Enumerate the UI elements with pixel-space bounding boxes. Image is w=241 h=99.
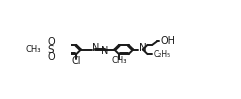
Text: N: N [139, 43, 147, 53]
Text: O: O [47, 52, 55, 62]
Text: Cl: Cl [72, 56, 81, 66]
Text: S: S [48, 44, 54, 55]
Text: O: O [47, 37, 55, 47]
Text: CH₃: CH₃ [111, 56, 127, 65]
Text: OH: OH [161, 36, 175, 46]
Text: CH₃: CH₃ [26, 45, 41, 54]
Text: C₂H₅: C₂H₅ [153, 50, 171, 59]
Text: N: N [101, 46, 108, 56]
Text: '': '' [105, 50, 108, 55]
Text: N: N [92, 43, 99, 53]
